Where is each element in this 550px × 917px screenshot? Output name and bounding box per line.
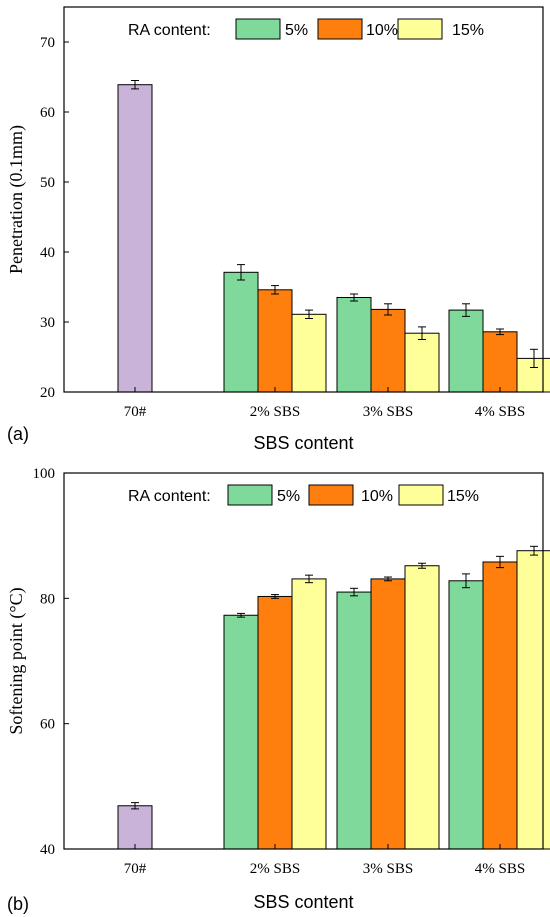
panel-a-errorbar-ra-5-cat1 <box>237 264 245 281</box>
panel-a-errorbar-ra-15-cat1 <box>305 309 313 319</box>
panel-b-group: 40 60 80 100 70# 2% SBS 3% SBS 4% SBS Softening … <box>6 466 550 914</box>
panel-b-errorbar-ra-10-cat3 <box>496 555 504 569</box>
panel-a-legend-swatch-ra-10 <box>317 18 363 40</box>
panel-b-bar-ra-5-cat1 <box>223 614 259 850</box>
panel-a-group: 20 30 40 50 60 70 70# 2% SBS 3% SBS 4% SBS Penetra… <box>6 6 550 453</box>
panel-b-bar-base-70 <box>117 805 153 850</box>
panel-a-category-label: 3% SBS <box>363 404 413 420</box>
panel-b-legend-swatch-ra-15 <box>398 484 444 506</box>
panel-b-ytick-label: 40 <box>40 842 55 858</box>
panel-a-errorbar-base-70 <box>131 80 139 90</box>
panel-b-errorbar-ra-15-cat1 <box>305 574 313 584</box>
panel-b-bar-ra-10-cat3 <box>482 561 518 850</box>
panel-b-ylabel: Softening point (°C) <box>6 587 27 734</box>
panel-b-legend-label-ra-15: 15% <box>447 488 479 505</box>
panel-a-legend: RA content: 5% 10% 15% <box>128 18 484 40</box>
panel-a-errorbar-ra-15-cat3 <box>530 348 538 368</box>
panel-a-bar-ra-10-cat2 <box>370 308 406 393</box>
panel-a-ytick-label: 60 <box>40 105 55 121</box>
panel-a-errorbar-ra-10-cat3 <box>496 328 504 336</box>
panel-b-errorbar-ra-10-cat1 <box>271 594 279 599</box>
panel-b-bar-ra-10-cat1 <box>257 595 293 850</box>
panel-b-ytick-label: 80 <box>40 591 55 607</box>
panel-b-bar-ra-15-cat1 <box>291 578 327 850</box>
panel-b-bar-ra-15-cat2 <box>404 565 440 850</box>
panel-a-ytick-label: 30 <box>40 315 55 331</box>
panel-a-legend-swatch-ra-5 <box>235 18 281 40</box>
panel-a-category-label: 2% SBS <box>250 404 300 420</box>
panel-b-panel-label: (b) <box>7 894 29 914</box>
panel-b-bar-ra-5-cat2 <box>336 591 372 850</box>
panel-a-category-label: 4% SBS <box>475 404 525 420</box>
panel-b-errorbar-base-70 <box>131 802 139 810</box>
panel-a-xlabel: SBS content <box>253 433 353 453</box>
panel-b-legend-swatch-ra-5 <box>227 484 273 506</box>
panel-a-errorbar-ra-5-cat2 <box>350 293 358 302</box>
panel-b-category-label: 4% SBS <box>475 861 525 877</box>
panel-b-errorbar-ra-10-cat2 <box>384 576 392 582</box>
panel-a-bar-ra-5-cat1 <box>223 271 259 393</box>
panel-a-errorbar-ra-5-cat3 <box>462 303 470 317</box>
panel-a-legend-swatch-ra-15 <box>397 18 443 40</box>
panel-a-legend-label-ra-15: 15% <box>452 22 484 39</box>
panel-a-ytick-label: 40 <box>40 245 55 261</box>
panel-b-ytick-label: 100 <box>33 466 56 482</box>
panel-a-bar-ra-5-cat2 <box>336 297 372 393</box>
panel-b-ytick-label: 60 <box>40 717 55 733</box>
panel-a-bar-ra-5-cat3 <box>448 309 484 393</box>
panel-b-legend-swatch-ra-10 <box>308 484 354 506</box>
panel-a-panel-label: (a) <box>7 424 29 444</box>
panel-b-category-label: 3% SBS <box>363 861 413 877</box>
panel-b-legend-label-ra-10: 10% <box>361 488 393 505</box>
panel-a-legend-title: RA content: <box>128 22 211 39</box>
panel-a-legend-label-ra-10: 10% <box>366 22 398 39</box>
panel-b-bar-ra-10-cat2 <box>370 578 406 850</box>
panel-a-ytick-label: 50 <box>40 175 55 191</box>
panel-a-ytick-label: 70 <box>40 35 55 51</box>
panel-b-errorbar-ra-15-cat2 <box>418 562 426 569</box>
panel-a-category-label: 70# <box>124 404 147 420</box>
panel-b-category-label: 2% SBS <box>250 861 300 877</box>
panel-a-bar-ra-10-cat3 <box>482 331 518 393</box>
panel-a-bar-ra-15-cat1 <box>291 313 327 393</box>
panel-a-ytick-label: 20 <box>40 385 55 401</box>
panel-a-bar-ra-15-cat2 <box>404 332 440 393</box>
panel-b-bar-ra-15-cat3 <box>516 550 550 850</box>
panel-b-plot-frame <box>63 472 544 850</box>
panel-a-bar-base-70 <box>117 84 153 393</box>
panel-b-legend-title: RA content: <box>128 488 211 505</box>
panel-b-category-label: 70# <box>124 861 147 877</box>
panel-b-errorbar-ra-5-cat3 <box>462 573 470 589</box>
panel-b-legend: RA content: 5% 10% 15% <box>128 484 479 506</box>
panel-a-errorbar-ra-15-cat2 <box>418 326 426 340</box>
panel-a-legend-label-ra-5: 5% <box>285 22 308 39</box>
panel-a-plot-frame <box>63 6 544 393</box>
panel-a-ylabel: Penetration (0.1mm) <box>6 125 27 274</box>
panel-a-bar-ra-10-cat1 <box>257 289 293 393</box>
panel-a-errorbar-ra-10-cat1 <box>271 285 279 295</box>
panel-b-errorbar-ra-5-cat2 <box>350 587 358 597</box>
panel-a-errorbar-ra-10-cat2 <box>384 303 392 316</box>
panel-b-errorbar-ra-5-cat1 <box>237 612 245 618</box>
panel-b-xlabel: SBS content <box>253 892 353 912</box>
panel-b-bar-ra-5-cat3 <box>448 580 484 850</box>
panel-b-legend-label-ra-5: 5% <box>277 488 300 505</box>
panel-b-errorbar-ra-15-cat3 <box>530 545 538 556</box>
